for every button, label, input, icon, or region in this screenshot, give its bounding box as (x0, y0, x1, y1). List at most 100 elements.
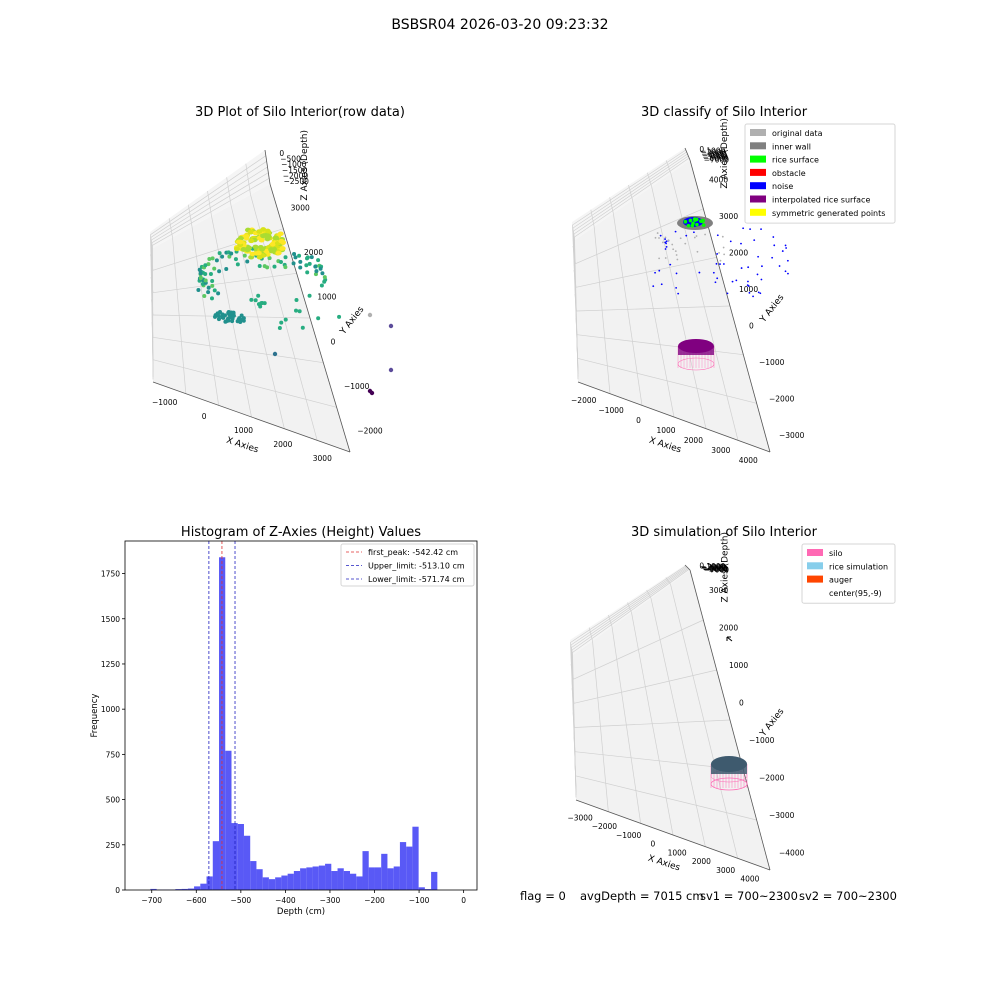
legend-label: original data (772, 129, 823, 138)
legend-label: Upper_limit: -513.10 cm (368, 562, 465, 571)
scatter-point (300, 325, 305, 330)
histogram-bar (200, 883, 207, 890)
noise-point (781, 250, 784, 252)
noise-point (658, 269, 661, 272)
depth-histogram: −700 −600 −500 −400 −300 −200 −100 0 0 250 500 750 1… (90, 525, 478, 917)
noise-point (677, 292, 680, 295)
scatter-point (217, 251, 222, 256)
histogram-bar (287, 873, 294, 890)
scatter-point (196, 287, 201, 292)
noise-point (664, 248, 667, 250)
histogram-bar (325, 863, 332, 890)
original-data-point (704, 233, 706, 236)
histogram-bar (256, 869, 263, 890)
noise-point (784, 244, 787, 247)
scatter-point (214, 258, 219, 263)
scatter-point (237, 239, 244, 245)
y-tick-label: 4000 (709, 175, 728, 184)
grid-line (575, 775, 757, 821)
scatter-point (291, 261, 296, 266)
scatter-point (210, 283, 215, 288)
scatter-point (198, 276, 203, 281)
legend-swatch (750, 182, 766, 190)
legend-label: obstacle (772, 169, 806, 178)
figure-title: BSBSR04 2026-03-20 09:23:32 (391, 17, 609, 33)
legend-label: rice simulation (829, 562, 888, 571)
scatter-point (245, 259, 250, 264)
x-tick-label: 3000 (716, 866, 735, 875)
scatter-point (267, 256, 272, 261)
original-data-point (721, 235, 724, 238)
scatter-point (203, 278, 208, 283)
legend-box (744, 123, 896, 224)
scatter-point (206, 290, 211, 295)
scatter-point (223, 319, 228, 324)
legend-label: silo (829, 549, 843, 558)
chart-title: Histogram of Z-Axies (Height) Values (181, 525, 421, 540)
scatter-point (216, 317, 221, 322)
noise-point (722, 263, 725, 265)
y-tick-label: 3000 (719, 212, 738, 221)
scatter-point (209, 296, 214, 301)
grid-line (152, 359, 337, 408)
histogram-bar (250, 861, 257, 890)
scatter-point (218, 310, 223, 315)
histogram-bar (431, 871, 438, 890)
rice-surface-point (694, 217, 699, 222)
histogram-bar (424, 889, 432, 890)
noise-point (772, 236, 775, 238)
original-data-point (656, 232, 659, 234)
y-tick-label: −2000 (759, 773, 785, 782)
scatter-point (297, 309, 302, 314)
noise-point (675, 272, 678, 275)
noise-point (712, 271, 715, 274)
z-tick-label: −500 (280, 155, 301, 164)
silo-wireframe (677, 357, 715, 371)
z-axis-label: Z Axies (Depth) (300, 130, 310, 201)
scatter-point (264, 228, 271, 234)
scatter-point (206, 285, 211, 290)
legend-label: auger (829, 576, 853, 585)
scatter-point (316, 316, 321, 321)
original-data-point (672, 248, 675, 251)
rice-surface-point (683, 219, 688, 224)
histogram-bar (268, 879, 276, 890)
scatter-point (246, 245, 253, 251)
original-data-point (664, 257, 667, 259)
scatter-point (305, 270, 310, 275)
histogram-bar (225, 750, 232, 890)
rice-surface-point (701, 223, 706, 227)
floor-pane (153, 184, 350, 452)
noise-point (660, 283, 663, 286)
scatter-point (207, 257, 212, 262)
scatter-point (277, 231, 284, 237)
noise-point (787, 272, 789, 275)
silo-wireframe (710, 777, 748, 791)
noise-point (665, 242, 667, 245)
y-tick-label: −1000 (344, 382, 370, 391)
noise-point (746, 284, 749, 287)
histogram-bar (343, 871, 351, 890)
scatter-point (322, 275, 327, 280)
z-tick-label: 0 (699, 561, 704, 570)
grid-line (570, 565, 687, 643)
original-data-point (654, 236, 657, 239)
rice-surface-point (690, 223, 695, 228)
legend-swatch (750, 168, 766, 176)
scatter-point (238, 317, 243, 322)
scatter-point (237, 236, 244, 241)
z-tick-label: −5000 (702, 564, 728, 573)
scatter-point (367, 388, 373, 394)
scatter-point (313, 272, 318, 277)
noise-point (771, 256, 774, 259)
x-tick-label: −2000 (571, 396, 597, 405)
scatter-point (265, 265, 270, 270)
rice-surface-point (700, 219, 704, 224)
z-tick-label: 0 (699, 145, 704, 154)
z-tick-label: −1500 (282, 166, 308, 175)
y-tick-label: 3000 (291, 203, 310, 212)
scatter-point (269, 241, 276, 247)
rice-simulation-surface (711, 764, 747, 774)
legend-swatch (807, 562, 823, 570)
